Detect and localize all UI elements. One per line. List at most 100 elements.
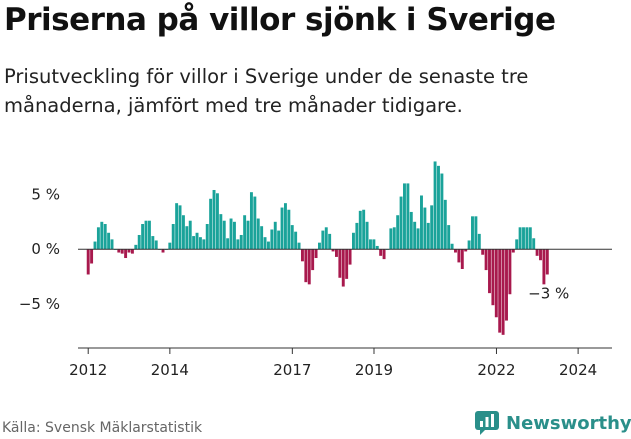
bar bbox=[144, 220, 148, 250]
brand-logo: Newsworthy bbox=[474, 410, 631, 436]
bar bbox=[379, 249, 383, 256]
bar bbox=[477, 233, 481, 250]
bar bbox=[147, 220, 151, 250]
bar bbox=[505, 249, 508, 321]
bar bbox=[243, 215, 247, 250]
bar bbox=[192, 236, 196, 250]
bar bbox=[290, 225, 294, 250]
bar bbox=[501, 249, 505, 335]
bar bbox=[229, 218, 233, 250]
bar bbox=[335, 249, 338, 257]
bar bbox=[518, 227, 522, 250]
bar bbox=[212, 189, 216, 250]
bar bbox=[375, 245, 379, 250]
bar bbox=[423, 207, 427, 250]
bar bbox=[260, 226, 264, 250]
bar bbox=[236, 239, 240, 250]
bar bbox=[185, 226, 189, 250]
bar bbox=[110, 239, 114, 250]
bar bbox=[484, 249, 488, 271]
bar bbox=[280, 207, 284, 250]
bar bbox=[362, 209, 366, 250]
bar bbox=[450, 243, 454, 250]
bar bbox=[304, 249, 308, 283]
bar bbox=[488, 249, 491, 294]
bar bbox=[151, 236, 155, 250]
bar bbox=[389, 228, 393, 250]
bar bbox=[100, 221, 104, 250]
bar bbox=[219, 214, 223, 250]
bar bbox=[270, 229, 274, 250]
bar bbox=[198, 237, 202, 250]
bar bbox=[338, 249, 342, 278]
bar bbox=[107, 232, 111, 250]
bar bbox=[348, 249, 352, 265]
bar bbox=[420, 195, 423, 250]
bar bbox=[161, 249, 165, 253]
bar bbox=[382, 249, 386, 260]
bar bbox=[365, 221, 369, 250]
bar bbox=[355, 222, 359, 250]
bar bbox=[481, 249, 485, 255]
y-tick-label: −5 % bbox=[19, 295, 60, 313]
bar bbox=[307, 249, 311, 285]
bar bbox=[287, 209, 291, 250]
bar bbox=[426, 222, 430, 250]
bar bbox=[399, 196, 403, 250]
bar bbox=[522, 227, 525, 250]
bar bbox=[494, 249, 498, 318]
bar bbox=[294, 231, 298, 250]
bar bbox=[202, 239, 206, 250]
bar bbox=[430, 205, 434, 250]
bar bbox=[409, 211, 413, 250]
bar bbox=[545, 249, 549, 275]
bar bbox=[528, 227, 532, 250]
bar bbox=[90, 249, 94, 264]
bar bbox=[457, 249, 461, 263]
bar bbox=[392, 227, 396, 250]
bar bbox=[103, 224, 107, 250]
bar bbox=[178, 205, 182, 250]
bar bbox=[515, 239, 519, 250]
x-tick-label: 2024 bbox=[559, 361, 597, 379]
bar bbox=[120, 249, 124, 254]
bar bbox=[249, 192, 253, 250]
bar bbox=[433, 161, 437, 250]
bar bbox=[471, 216, 474, 250]
bar bbox=[195, 232, 199, 250]
bar bbox=[232, 221, 236, 250]
bar bbox=[256, 218, 260, 250]
bar bbox=[491, 249, 495, 306]
bar bbox=[273, 221, 277, 250]
bar bbox=[525, 227, 529, 250]
bar bbox=[300, 249, 304, 262]
last-value-annotation: −3 % bbox=[528, 284, 569, 302]
bar bbox=[239, 234, 243, 250]
bar bbox=[246, 220, 250, 250]
y-tick-label: 0 % bbox=[31, 240, 60, 258]
bar bbox=[188, 220, 192, 250]
bar bbox=[403, 183, 406, 250]
bar bbox=[328, 233, 332, 250]
bar bbox=[137, 234, 141, 250]
bar bbox=[454, 249, 457, 253]
bar bbox=[314, 249, 318, 259]
bar bbox=[311, 249, 315, 271]
x-tick-label: 2017 bbox=[273, 361, 311, 379]
bar bbox=[447, 225, 451, 250]
bar bbox=[498, 249, 502, 333]
brand-name: Newsworthy bbox=[506, 412, 631, 434]
bar bbox=[127, 249, 131, 253]
x-tick-label: 2019 bbox=[355, 361, 393, 379]
bar bbox=[266, 241, 270, 250]
bar bbox=[124, 249, 128, 259]
bar bbox=[341, 249, 345, 287]
x-tick-label: 2014 bbox=[151, 361, 189, 379]
bar bbox=[460, 249, 464, 269]
bar bbox=[467, 240, 471, 250]
bar bbox=[511, 249, 515, 253]
bar bbox=[508, 249, 512, 295]
bar bbox=[440, 173, 444, 250]
bar bbox=[209, 198, 213, 250]
bar bbox=[96, 227, 100, 250]
